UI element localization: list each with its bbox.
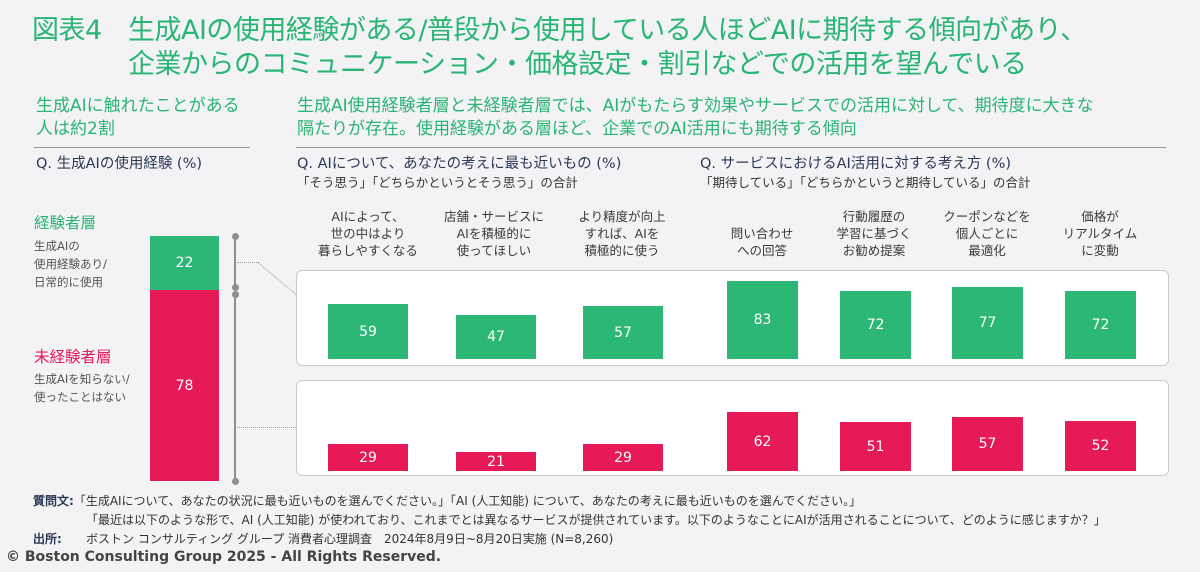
desc-line: 生成AIの	[34, 239, 80, 253]
bar-inexperienced: 29	[328, 444, 408, 471]
desc-line: 使用経験あり/	[34, 257, 107, 271]
bar-experienced: 57	[583, 306, 663, 359]
left-divider	[34, 147, 250, 148]
right-headline: 生成AI使用経験者層と未経験者層では、AIがもたらす効果やサービスでの活用に対し…	[297, 95, 1177, 141]
title-line-2: 企業からのコミュニケーション・価格設定・割引などでの活用を望んでいる	[128, 49, 1027, 80]
q2-title: Q. サービスにおけるAI活用に対する考え方 (%)	[700, 156, 1012, 172]
right-divider	[296, 147, 1166, 148]
desc-line: 日常的に使用	[34, 275, 103, 289]
bar-experienced: 59	[328, 304, 408, 359]
figure-number: 図表4	[32, 15, 102, 46]
question-label: 質問文:	[33, 494, 74, 508]
bracket-line	[234, 294, 236, 481]
experienced-segment: 22	[150, 236, 219, 290]
source-value: ボストン コンサルティング グループ 消費者心理調査 2024年8月9日~8月2…	[86, 532, 614, 546]
source-label: 出所:	[33, 532, 62, 546]
experienced-label: 経験者層	[34, 214, 97, 232]
bar-experienced: 47	[456, 315, 536, 359]
bracket-dot	[231, 284, 239, 291]
copyright: © Boston Consulting Group 2025 - All Rig…	[6, 549, 442, 565]
column-label: 問い合わせ への回答	[730, 226, 794, 258]
bracket-dot	[231, 291, 239, 298]
title-line-1: 生成AIの使用経験がある/普段から使用している人ほどAIに期待する傾向があり、	[128, 15, 1087, 46]
q1-subtitle: 「そう思う」「どちらかというとそう思う」の合計	[297, 175, 578, 190]
figure-title: 図表4 生成AIの使用経験がある/普段から使用している人ほどAIに期待する傾向があ…	[32, 14, 1087, 82]
bar-inexperienced: 29	[583, 444, 663, 471]
headline-line: 生成AI使用経験者層と未経験者層では、AIがもたらす効果やサービスでの活用に対し…	[297, 96, 1094, 116]
experienced-description: 生成AIの 使用経験あり/ 日常的に使用	[34, 237, 107, 291]
column-label: 行動履歴の 学習に基づく お勧め提案	[836, 209, 912, 258]
column-label: 価格が リアルタイム に変動	[1062, 209, 1138, 258]
column-label: AIによって、 世の中はより 暮らしやすくなる	[318, 209, 418, 258]
bar-inexperienced: 21	[456, 452, 536, 471]
bar-experienced: 72	[840, 291, 911, 359]
bar-inexperienced: 62	[727, 412, 798, 471]
left-headline: 生成AIに触れたことがある人は約2割	[36, 96, 240, 139]
bar-experienced: 77	[952, 287, 1023, 359]
segment-bracket	[231, 233, 239, 485]
question-text-2: 「最近は以下のような形で、AI (人工知能) が使われており、これまでとは異なる…	[86, 513, 1106, 527]
column-label: 店舗・サービスに AIを積極的に 使ってほしい	[443, 209, 545, 258]
q2-subtitle: 「期待している」「どちらかというと期待している」の合計	[700, 175, 1031, 190]
inexperienced-label: 未経験者層	[34, 348, 112, 366]
left-question: Q. 生成AIの使用経験 (%)	[36, 156, 203, 172]
connector-line	[237, 262, 259, 263]
bracket-dot	[231, 233, 239, 240]
source-text: 出所: ボストン コンサルティング グループ 消費者心理調査 2024年8月9日~…	[33, 530, 613, 547]
bar-experienced: 83	[727, 281, 798, 359]
column-label: より精度が向上 すれば、AIを 積極的に使う	[578, 209, 666, 258]
usage-stacked-bar: 22 78	[150, 236, 219, 481]
question-line: 「生成AIについて、あなたの状況に最も近いものを選んでください。」「AI (人工…	[73, 494, 862, 508]
inexperienced-description: 生成AIを知らない/ 使ったことはない	[34, 370, 130, 406]
question-text: 質問文:「生成AIについて、あなたの状況に最も近いものを選んでください。」「AI…	[33, 492, 861, 509]
bracket-dot	[231, 478, 239, 485]
bar-inexperienced: 57	[952, 417, 1023, 471]
column-label: クーポンなどを 個人ごとに 最適化	[943, 209, 1031, 258]
bar-inexperienced: 51	[840, 422, 911, 471]
headline-line: 隔たりが存在。使用経験がある層ほど、企業でのAI活用にも期待する傾向	[297, 119, 857, 139]
desc-line: 使ったことはない	[34, 390, 126, 404]
bar-inexperienced: 52	[1065, 421, 1136, 471]
inexperienced-segment: 78	[150, 290, 219, 481]
q1-title: Q. AIについて、あなたの考えに最も近いもの (%)	[297, 156, 622, 172]
desc-line: 生成AIを知らない/	[34, 372, 130, 386]
bracket-line	[234, 236, 236, 288]
connector-line	[237, 427, 296, 428]
bar-experienced: 72	[1065, 291, 1136, 359]
